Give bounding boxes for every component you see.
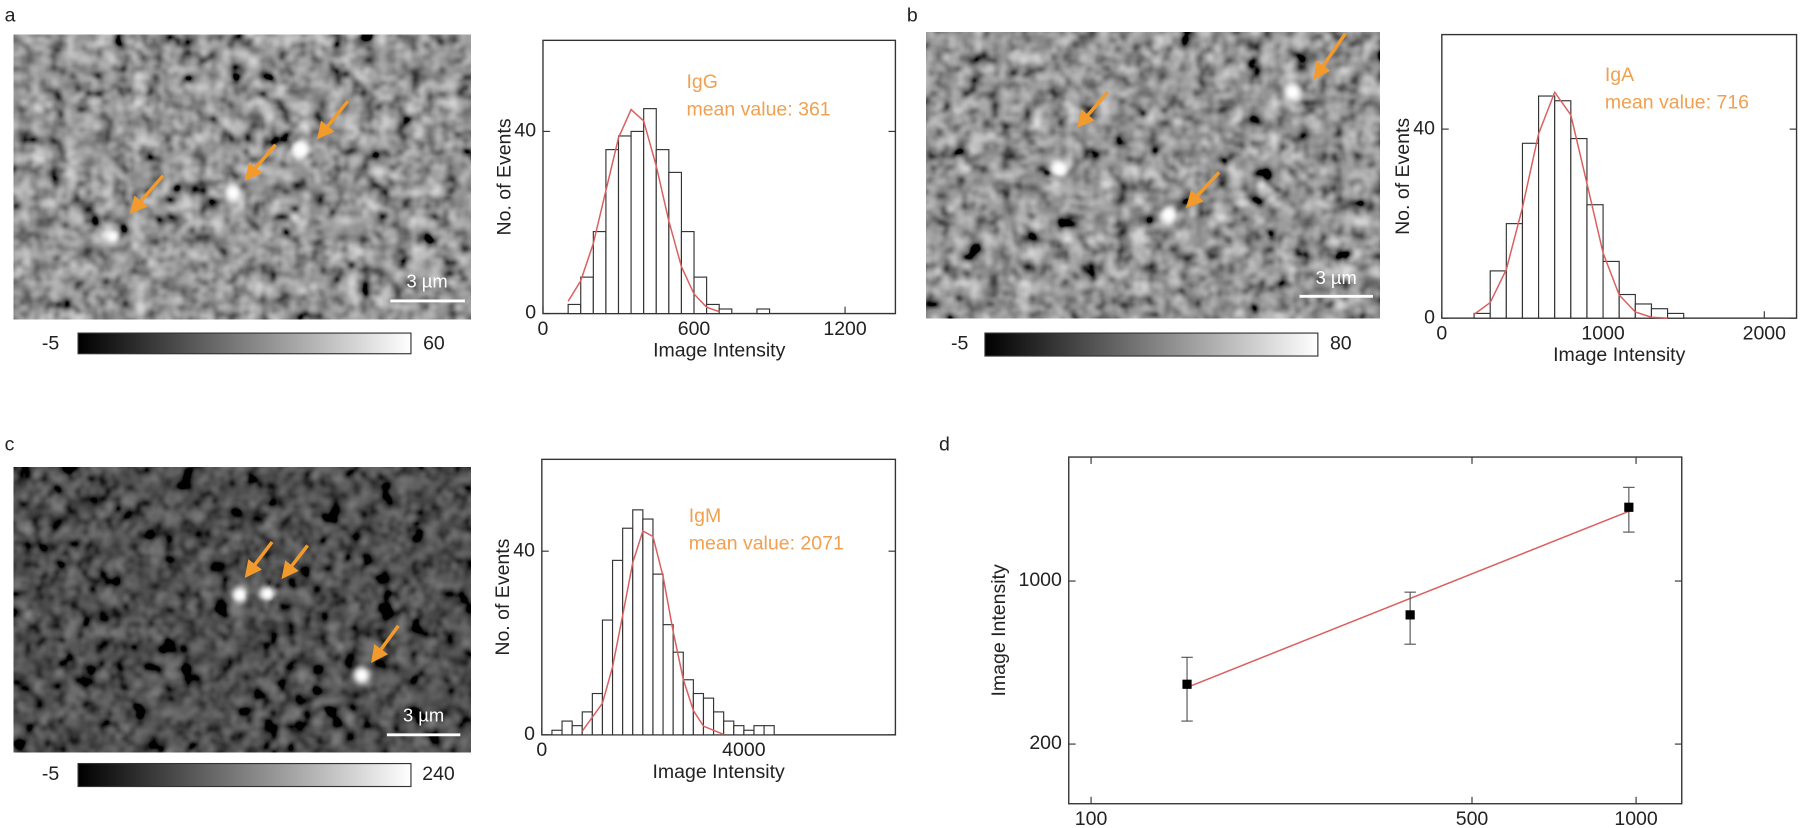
y-axis-label: No. of Events	[492, 538, 514, 655]
histogram-bar	[642, 518, 654, 736]
y-tick-label: 0	[524, 723, 535, 745]
colorbar-max: 60	[423, 333, 445, 355]
histogram-bar	[611, 559, 624, 736]
histogram-bar	[571, 725, 583, 736]
histogram-bar	[1489, 270, 1507, 319]
x-tick-label: 600	[678, 318, 711, 340]
colorbar-min: -5	[42, 763, 59, 785]
y-tick-label: 40	[513, 539, 535, 561]
histogram-bar	[1473, 312, 1491, 319]
histogram-bar	[662, 624, 674, 736]
data-point	[1624, 502, 1634, 512]
histogram-bar	[643, 108, 657, 315]
x-tick-label: 1000	[1614, 808, 1658, 828]
x-tick-label: 1000	[1581, 322, 1625, 344]
y-tick-label: 40	[1413, 117, 1435, 139]
y-tick-label: 40	[514, 120, 536, 142]
histogram-bar	[605, 149, 620, 315]
panel-label: b	[907, 4, 918, 26]
scale-bar-label: 3 µm	[1316, 267, 1357, 288]
x-tick-label: 4000	[722, 739, 766, 761]
histogram-bar	[630, 130, 645, 315]
colorbar-min: -5	[951, 333, 968, 355]
y-tick-label: 0	[1424, 306, 1435, 328]
colorbar-min: -5	[42, 333, 59, 355]
annotation: IgG	[686, 71, 717, 93]
histogram-bar	[580, 276, 594, 315]
histogram-bar	[567, 303, 582, 315]
histogram-bar	[622, 527, 634, 736]
fit-line	[1473, 90, 1668, 319]
histogram-bar	[601, 619, 614, 736]
histogram-bar	[652, 573, 664, 736]
annotation: IgM	[689, 505, 722, 527]
histogram-bar	[718, 308, 733, 315]
histogram-bar	[1554, 100, 1572, 319]
annotation: IgA	[1605, 64, 1634, 86]
histogram-bar	[1666, 312, 1685, 319]
annotation: mean value: 2071	[689, 532, 844, 554]
histogram-bar	[733, 725, 745, 736]
x-tick-label: 0	[536, 739, 547, 761]
histogram-bar	[763, 725, 775, 736]
data-point	[1182, 679, 1192, 689]
fit-line	[567, 108, 720, 313]
x-axis-label: Image Intensity	[653, 340, 785, 362]
x-tick-label: 0	[1436, 322, 1447, 344]
histogram-bar	[723, 720, 735, 736]
y-axis-label: Image Intensity	[988, 564, 1010, 696]
colorbar-max: 80	[1330, 333, 1352, 355]
x-axis-label: Image Intensity	[1553, 344, 1685, 366]
histogram-bar	[592, 231, 607, 315]
y-axis-label: No. of Events	[1392, 118, 1414, 235]
panel-label: d	[939, 434, 950, 456]
panel-label: c	[5, 434, 15, 456]
histogram-bar	[551, 729, 563, 736]
y-axis-label: No. of Events	[493, 118, 515, 235]
histogram-bar	[680, 231, 695, 315]
colorbar-max: 240	[422, 763, 455, 785]
histogram-bar	[632, 509, 644, 736]
y-tick-label: 200	[1029, 732, 1062, 754]
histogram-bar	[672, 651, 684, 736]
histogram-bar	[753, 725, 765, 736]
micrograph	[13, 32, 1380, 788]
y-tick-label: 1000	[1018, 569, 1062, 591]
x-tick-label: 500	[1456, 808, 1489, 828]
histogram-bar	[1586, 204, 1604, 319]
fit-line	[1186, 510, 1630, 689]
histogram-bar	[617, 135, 632, 315]
x-tick-label: 100	[1075, 808, 1108, 828]
annotation: mean value: 361	[686, 99, 830, 121]
x-tick-label: 2000	[1743, 322, 1787, 344]
panel-label: a	[5, 4, 16, 26]
histogram-bar	[1570, 137, 1588, 319]
histogram-bar	[1602, 260, 1620, 319]
scale-bar-label: 3 µm	[403, 704, 444, 725]
plot-frame	[1068, 456, 1683, 805]
data-point	[1405, 610, 1415, 620]
y-tick-label: 0	[525, 302, 536, 324]
x-axis-label: Image Intensity	[653, 761, 785, 783]
histogram-bar	[743, 729, 755, 736]
fit-line	[581, 529, 724, 736]
annotation: mean value: 716	[1605, 92, 1749, 114]
histogram-bar	[561, 720, 573, 736]
x-tick-label: 1200	[823, 318, 867, 340]
scale-bar-label: 3 µm	[406, 270, 447, 291]
histogram-bar	[756, 308, 771, 315]
x-tick-label: 0	[538, 318, 549, 340]
